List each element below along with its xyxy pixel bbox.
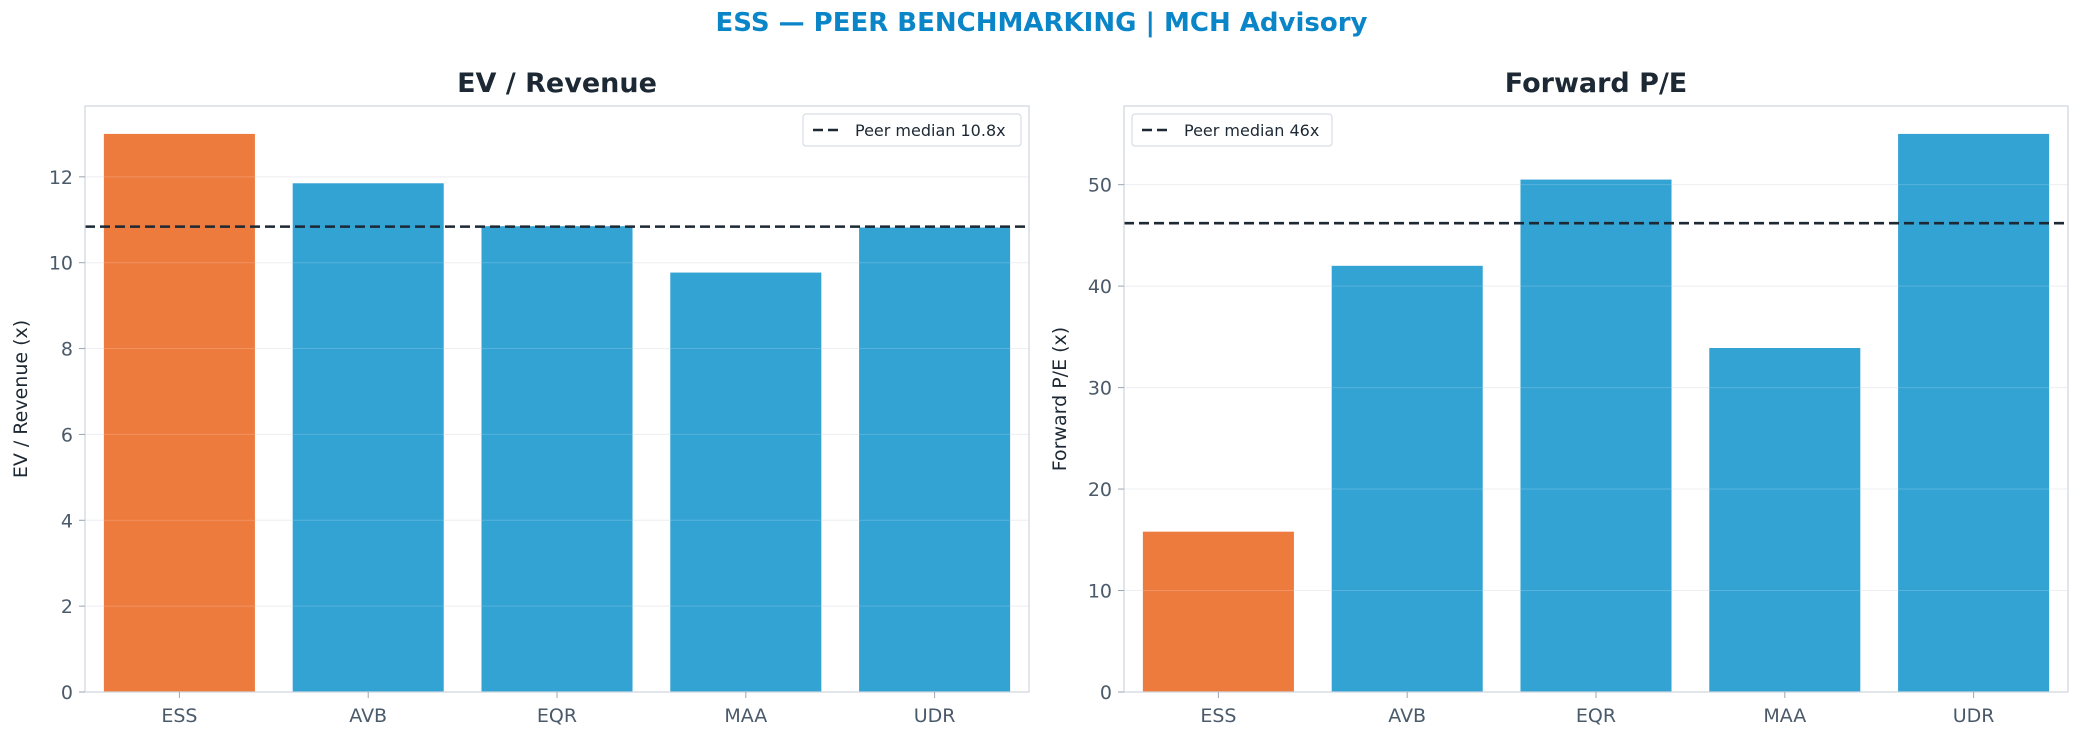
bar-maa (1709, 348, 1861, 692)
bar-avb (1331, 265, 1483, 692)
y-tick-label: 6 (61, 424, 73, 446)
panel-ev-revenue: 0 2 4 6 8 10 12 ESS AVB EQR MAA UDR EV / Revenue EV /… (10, 68, 1030, 727)
y-tick-label: 50 (1088, 175, 1112, 197)
y-axis-label: Forward P/E (x) (1049, 327, 1071, 471)
x-tick-label: ESS (1200, 705, 1236, 727)
y-tick-label: 0 (61, 682, 73, 704)
legend-label: Peer median 10.8x (855, 121, 1006, 140)
x-tick-label: UDR (914, 705, 956, 727)
x-tick-label: AVB (349, 705, 387, 727)
y-tick-label: 10 (49, 253, 73, 275)
legend: Peer median 46x (1131, 113, 1333, 147)
y-tick-label: 12 (49, 167, 73, 189)
legend-box (802, 113, 1022, 147)
bar-maa (670, 272, 822, 692)
bar-udr (1898, 133, 2050, 692)
y-tick-label: 2 (61, 596, 73, 618)
x-tick-label: EQR (537, 705, 577, 727)
x-tick-label: ESS (161, 705, 197, 727)
x-tick-label: EQR (1576, 705, 1616, 727)
panel-forward-pe: 0 10 20 30 40 50 ESS AVB EQR MAA UDR Forward P/E For… (1049, 68, 2069, 727)
x-tick-label: AVB (1388, 705, 1426, 727)
bar-udr (859, 227, 1011, 692)
y-tick-label: 0 (1100, 682, 1112, 704)
figure-title: ESS — PEER BENCHMARKING | MCH Advisory (715, 8, 1368, 38)
y-tick-label: 10 (1088, 581, 1112, 603)
x-tick-label: MAA (724, 705, 767, 727)
legend: Peer median 10.8x (802, 113, 1022, 147)
y-tick-label: 40 (1088, 276, 1112, 298)
legend-label: Peer median 46x (1184, 121, 1319, 140)
x-tick-label: MAA (1763, 705, 1806, 727)
chart-title: EV / Revenue (457, 68, 657, 99)
bar-ess (103, 133, 255, 692)
y-tick-label: 30 (1088, 378, 1112, 400)
legend-box (1131, 113, 1333, 147)
y-tick-label: 20 (1088, 479, 1112, 501)
chart-title: Forward P/E (1505, 68, 1688, 99)
y-tick-label: 4 (61, 510, 73, 532)
bar-ess (1142, 531, 1294, 692)
bar-avb (292, 183, 444, 692)
x-tick-label: UDR (1953, 705, 1995, 727)
y-tick-label: 8 (61, 339, 73, 361)
y-axis-label: EV / Revenue (x) (10, 320, 32, 478)
bar-eqr (481, 226, 633, 692)
bar-eqr (1520, 179, 1672, 693)
